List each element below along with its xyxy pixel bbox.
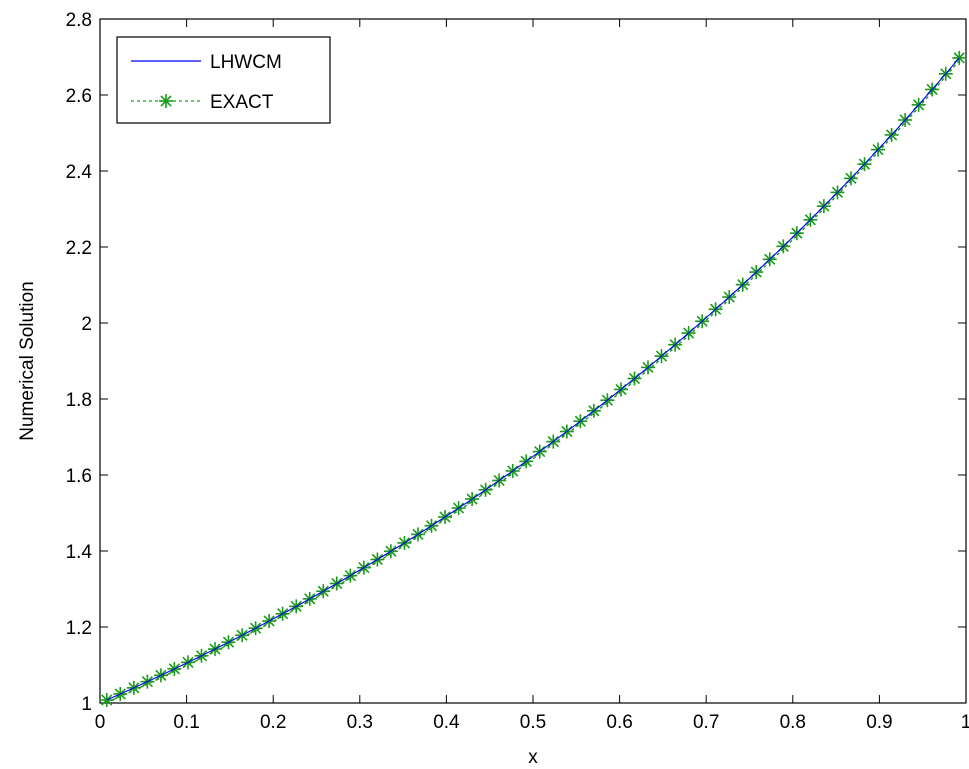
x-tick-label: 0.6 [606, 712, 632, 733]
y-tick-label: 2.2 [66, 238, 92, 259]
x-tick-label: 1 [961, 712, 969, 733]
legend-box [116, 36, 331, 124]
legend-star-marker [159, 94, 173, 108]
y-tick-label: 1.6 [66, 466, 92, 487]
axis-ticks [99, 18, 967, 704]
legend-label-exact: EXACT [210, 92, 274, 113]
series-line-lhwcm [106, 57, 960, 701]
y-tick-label: 1.2 [66, 618, 92, 639]
plot-area [99, 18, 967, 704]
x-axis-title: x [528, 747, 538, 768]
x-tick-label: 0 [95, 712, 106, 733]
y-tick-label: 2.4 [66, 162, 93, 183]
y-tick-label: 1 [81, 694, 92, 715]
y-axis-title: Numerical Solution [17, 281, 38, 440]
star-marker [159, 94, 173, 108]
y-tick-label: 1.8 [66, 390, 92, 411]
y-tick-label: 1.4 [66, 542, 93, 563]
legend-label-lhwcm: LHWCM [210, 52, 282, 73]
x-tick-label: 0.8 [780, 712, 806, 733]
y-tick-labels: 1 1.2 1.4 1.6 1.8 2 2.2 2.4 2.6 2.8 [66, 10, 93, 715]
x-tick-label: 0.1 [173, 712, 199, 733]
legend: LHWCM EXACT [116, 36, 331, 124]
x-tick-label: 0.5 [520, 712, 546, 733]
series-line-exact [106, 59, 960, 704]
x-tick-label: 0.2 [260, 712, 286, 733]
x-tick-label: 0.7 [693, 712, 719, 733]
series-layer [99, 50, 967, 708]
y-tick-label: 2.8 [66, 10, 92, 31]
y-tick-label: 2 [81, 314, 92, 335]
y-tick-label: 2.6 [66, 86, 92, 107]
x-tick-label: 0.3 [347, 712, 373, 733]
x-tick-labels: 0 0.1 0.2 0.3 0.4 0.5 0.6 0.7 0.8 0.9 1 [95, 712, 969, 733]
x-tick-label: 0.9 [866, 712, 892, 733]
x-tick-label: 0.4 [433, 712, 460, 733]
